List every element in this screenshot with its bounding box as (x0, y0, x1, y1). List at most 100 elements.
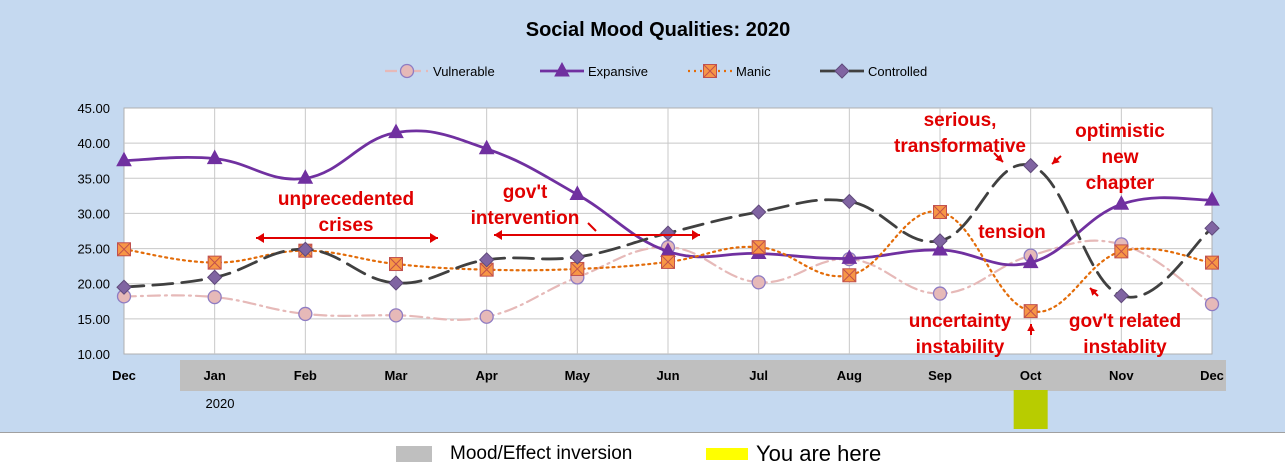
point-expansive (116, 151, 132, 167)
y-tick-label: 30.00 (77, 206, 110, 221)
point-manic (389, 257, 403, 272)
annotation-line: crises (319, 215, 374, 236)
x-tick-label: Mar (384, 368, 407, 383)
point-vulnerable (298, 306, 313, 322)
legend-label-expansive: Expansive (588, 64, 648, 79)
annotation-serious: serious, transformative (894, 110, 1026, 157)
point-manic-cross (389, 257, 403, 271)
arrow-unprecedented-head-right (430, 233, 438, 243)
x-tick-label: Nov (1109, 368, 1134, 383)
point-expansive (1022, 253, 1039, 269)
x-tick-label: Jan (203, 368, 225, 383)
y-tick-label: 45.00 (77, 101, 110, 116)
point-vulnerable (751, 275, 766, 290)
series-controlled (116, 157, 1220, 304)
legend-marker-manic (703, 64, 717, 78)
annotation-line: chapter (1086, 173, 1155, 194)
series-expansive (116, 123, 1220, 269)
point-expansive (1204, 191, 1220, 206)
chart-panel: Social Mood Qualities: 2020 Vulnerable Ex… (0, 0, 1285, 432)
point-expansive (569, 185, 586, 200)
inversion-band (180, 360, 1226, 391)
point-controlled (1113, 287, 1130, 304)
point-controlled (932, 233, 948, 249)
point-manic-cross (933, 205, 947, 219)
annotation-tension: tension (978, 222, 1046, 243)
chart-title: Social Mood Qualities: 2020 (526, 19, 791, 41)
annotation-uncertainty: uncertainty instability (909, 311, 1012, 358)
annotation-govt-intervention: gov't intervention (471, 182, 580, 229)
point-manic (661, 254, 675, 269)
point-manic (933, 205, 947, 220)
point-controlled (660, 225, 676, 241)
pointer-optimistic-head (1052, 156, 1060, 164)
point-manic-cross (570, 262, 584, 276)
inversion-swatch (396, 446, 432, 462)
point-manic (1205, 255, 1219, 270)
x-tick-label: Feb (294, 368, 317, 383)
point-manic-cross (842, 268, 856, 282)
legend-marker-expansive (554, 61, 570, 77)
annotation-govt-related: gov't related instablity (1069, 311, 1181, 358)
here-legend-item: You are here (706, 441, 881, 467)
here-swatch (706, 448, 748, 460)
point-expansive (1113, 195, 1130, 210)
point-controlled (116, 279, 132, 295)
you-are-here-marker (1013, 390, 1048, 429)
y-tick-label: 35.00 (77, 171, 110, 186)
point-manic-cross (661, 255, 675, 269)
annotation-line: gov't related (1069, 311, 1181, 332)
point-controlled (750, 204, 767, 220)
point-manic (1023, 304, 1038, 319)
y-tick-label: 20.00 (77, 277, 110, 292)
point-vulnerable (932, 286, 948, 301)
annotation-optimistic: optimistic new chapter (1075, 121, 1165, 194)
point-manic-cross (1024, 304, 1038, 318)
inversion-band-layer (180, 360, 1226, 429)
y-tick-label: 25.00 (77, 242, 110, 257)
here-legend-label: You are here (756, 441, 882, 466)
legend-item-vulnerable: Vulnerable (385, 63, 495, 79)
annotation-unprecedented: unprecedented crises (278, 189, 414, 236)
point-controlled (1204, 220, 1220, 236)
y-tick-label: 10.00 (77, 347, 110, 362)
arrow-govt-intervention-tick (587, 222, 597, 232)
point-expansive (206, 149, 223, 165)
legend-label-controlled: Controlled (868, 64, 927, 79)
x-tick-label: Aug (837, 368, 862, 383)
point-controlled (569, 249, 586, 265)
point-controlled (206, 269, 223, 286)
annotation-line: tension (978, 222, 1046, 243)
point-controlled (388, 275, 404, 291)
legend-marker-vulnerable (399, 63, 415, 79)
annotation-line: optimistic (1075, 121, 1165, 142)
legend-marker-controlled (834, 63, 850, 79)
point-manic-cross (117, 242, 131, 256)
point-manic (117, 242, 131, 257)
point-vulnerable (479, 309, 494, 324)
x-axis: Dec Jan Feb Mar Apr May Jun Jul Aug Sep Oct Nov Dec (112, 368, 1224, 383)
annotation-line: new (1102, 147, 1139, 168)
x-tick-label: Apr (475, 368, 497, 383)
x-tick-label: May (565, 368, 591, 383)
y-tick-label: 15.00 (77, 312, 110, 327)
x-tick-label: Jul (749, 368, 768, 383)
chart-legend: Vulnerable Expansive Manic Controlled (385, 61, 927, 79)
x-tick-label: Jun (656, 368, 679, 383)
point-manic-cross (1205, 256, 1219, 269)
x-tick-label: Sep (928, 368, 952, 383)
annotation-line: intervention (471, 208, 580, 229)
point-manic-cross (208, 256, 222, 269)
pointer-govt-related-head (1090, 288, 1098, 296)
legend-item-expansive: Expansive (540, 61, 648, 79)
annotation-line: unprecedented (278, 189, 414, 210)
annotation-line: serious, (924, 110, 997, 131)
pointer-uncertainty-head (1027, 324, 1035, 331)
legend-label-manic: Manic (736, 64, 771, 79)
annotation-line: instablity (1083, 337, 1167, 358)
legend-item-controlled: Controlled (820, 63, 927, 79)
point-expansive (388, 123, 404, 139)
pointer-serious-head (995, 154, 1003, 162)
annotation-line: transformative (894, 136, 1026, 157)
x-tick-label: Oct (1020, 368, 1042, 383)
